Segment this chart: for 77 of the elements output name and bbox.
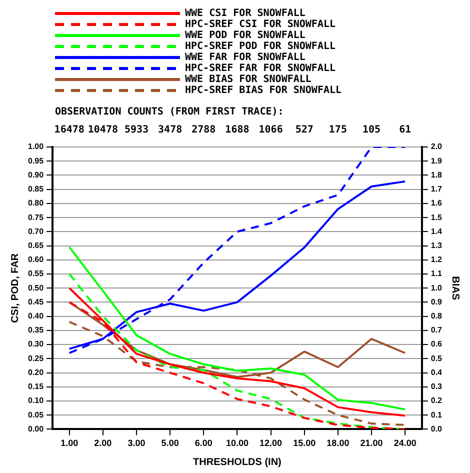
- y2-tick-label: 1.7: [430, 184, 443, 194]
- x-tick-label: 21.00: [360, 438, 383, 448]
- y2-tick-label: 1.6: [430, 198, 443, 208]
- legend-label: HPC-SREF FAR FOR SNOWFALL: [185, 63, 336, 74]
- x-tick-label: 1.00: [60, 438, 78, 448]
- y2-tick-label: 1.1: [430, 269, 443, 278]
- y-tick-label: 0.45: [28, 297, 44, 306]
- y-tick-label: 0.35: [28, 326, 44, 335]
- y2-tick-label: 1.4: [430, 226, 443, 236]
- text: 16478: [54, 124, 84, 136]
- x-tick-label: 3.00: [128, 438, 146, 448]
- text: 175: [328, 124, 347, 136]
- y-tick-label: 0.50: [28, 283, 44, 292]
- x-tick-label: 2.00: [94, 438, 112, 448]
- legend-label: WWE FAR FOR SNOWFALL: [185, 52, 306, 63]
- x-tick-label: 12.00: [260, 438, 282, 448]
- x-tick-label: 15.00: [293, 438, 316, 448]
- y2-tick-label: 0.9: [430, 297, 443, 306]
- y-tick-label: 0.15: [28, 382, 44, 392]
- text: 10478: [88, 124, 118, 136]
- y2-tick-label: 1.0: [430, 283, 443, 292]
- y-axis-title: CSI, POD, FAR: [10, 252, 21, 323]
- text: 5933: [124, 124, 149, 136]
- x-tick-label: 5.00: [161, 438, 179, 448]
- x-tick-label: 24.00: [394, 438, 416, 448]
- x-tick-label: 6.00: [194, 438, 212, 448]
- y2-tick-label: 0.7: [430, 326, 443, 335]
- y2-tick-label: 0.2: [430, 396, 443, 406]
- y-tick-label: 0.25: [28, 354, 44, 363]
- y-tick-label: 0.05: [28, 410, 44, 420]
- y2-tick-label: 0.1: [430, 410, 443, 420]
- y-tick-label: 0.10: [28, 396, 44, 406]
- text: 2788: [192, 124, 216, 136]
- x-tick-label: 18.00: [326, 438, 350, 448]
- line-series: [68, 147, 406, 354]
- text: 105: [362, 124, 381, 136]
- y-tick-label: 0.65: [28, 240, 44, 250]
- text: 527: [295, 124, 314, 136]
- y2-tick-label: 1.2: [430, 255, 443, 264]
- y-tick-label: 0.85: [28, 184, 44, 194]
- y-tick-label: 0.30: [28, 340, 44, 349]
- y-tick-label: 1.00: [28, 142, 44, 152]
- text: 3478: [158, 124, 182, 136]
- y-tick-label: 0.90: [28, 170, 44, 180]
- y2-tick-label: 0.3: [430, 382, 443, 392]
- y2-tick-label: 2.0: [430, 142, 443, 152]
- y2-axis-title: BIAS: [449, 276, 460, 300]
- y-tick-label: 0.75: [28, 212, 44, 222]
- x-tick-label: 10.00: [226, 438, 248, 448]
- y-tick-label: 0.55: [28, 269, 44, 278]
- y-tick-label: 0.80: [28, 198, 44, 208]
- y-tick-label: 0.60: [28, 255, 44, 264]
- y-tick-label: 0.70: [28, 226, 44, 236]
- legend-label: WWE CSI FOR SNOWFALL: [185, 8, 306, 19]
- y2-tick-label: 1.5: [430, 212, 443, 222]
- text: 1066: [258, 124, 283, 136]
- y-tick-label: 0.40: [28, 312, 44, 321]
- y2-tick-label: 0.0: [430, 424, 443, 434]
- legend-label: HPC-SREF POD FOR SNOWFALL: [185, 41, 336, 52]
- y2-tick-label: 1.3: [430, 240, 443, 250]
- text: OBSERVATION COUNTS (FROM FIRST TRACE):: [55, 106, 284, 118]
- y2-tick-label: 0.6: [430, 340, 443, 349]
- y2-tick-label: 1.8: [430, 170, 443, 180]
- legend-label: HPC-SREF BIAS FOR SNOWFALL: [185, 85, 342, 96]
- legend-label: WWE BIAS FOR SNOWFALL: [185, 74, 312, 85]
- y-tick-label: 0.95: [28, 156, 44, 166]
- y2-tick-label: 0.4: [430, 368, 443, 377]
- y-tick-label: 0.00: [28, 424, 44, 434]
- legend-label: HPC-SREF CSI FOR SNOWFALL: [185, 19, 336, 30]
- y-tick-label: 0.20: [28, 368, 44, 377]
- legend-label: WWE POD FOR SNOWFALL: [185, 30, 306, 41]
- y2-tick-label: 0.8: [430, 312, 443, 321]
- y2-tick-label: 1.9: [430, 156, 443, 166]
- x-axis-title: THRESHOLDS (IN): [193, 456, 282, 468]
- y2-tick-label: 0.5: [430, 354, 443, 363]
- text: 61: [399, 124, 412, 136]
- text: 1688: [225, 124, 250, 136]
